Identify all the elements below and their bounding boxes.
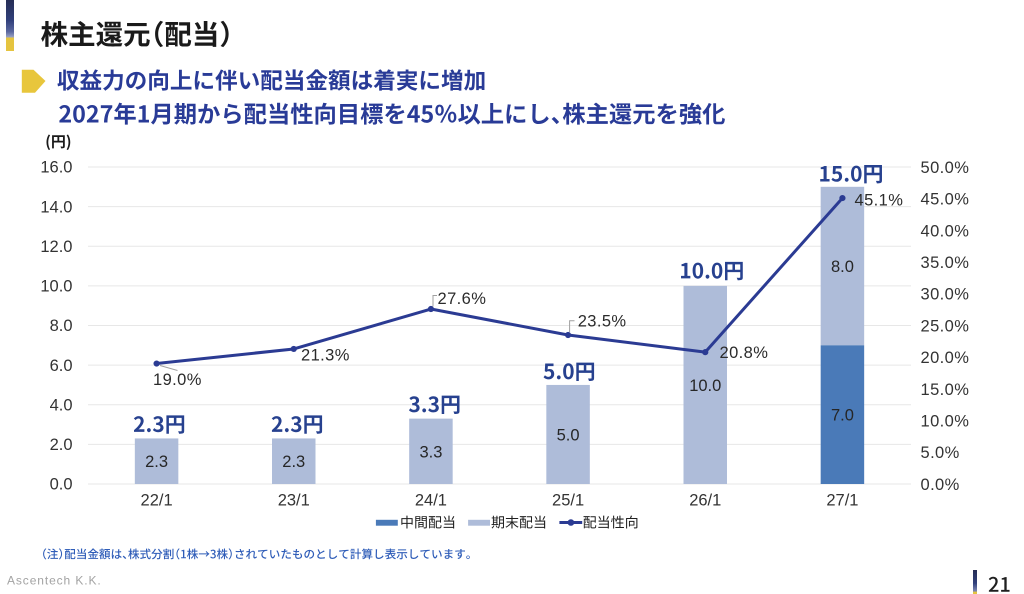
svg-text:24/1: 24/1 <box>415 491 447 509</box>
svg-text:7.0: 7.0 <box>831 407 854 425</box>
svg-text:23/1: 23/1 <box>278 491 310 509</box>
svg-text:26/1: 26/1 <box>689 491 721 509</box>
svg-text:25.0%: 25.0% <box>921 317 970 335</box>
svg-text:16.0: 16.0 <box>40 159 72 177</box>
svg-text:12.0: 12.0 <box>40 238 72 256</box>
svg-text:2.3: 2.3 <box>282 453 305 471</box>
svg-text:0.0%: 0.0% <box>921 476 960 494</box>
svg-text:15.0%: 15.0% <box>921 381 970 399</box>
svg-text:5.0%: 5.0% <box>921 444 960 462</box>
svg-text:40.0%: 40.0% <box>921 222 970 240</box>
svg-text:2.3: 2.3 <box>145 453 168 471</box>
svg-text:6.0: 6.0 <box>50 357 73 375</box>
svg-text:3.3: 3.3 <box>419 443 442 461</box>
svg-text:4.0: 4.0 <box>50 396 73 414</box>
svg-text:35.0%: 35.0% <box>921 254 970 272</box>
svg-text:2.0: 2.0 <box>50 436 73 454</box>
svg-text:45.0%: 45.0% <box>921 191 970 209</box>
svg-text:27.6%: 27.6% <box>438 290 487 308</box>
svg-text:50.0%: 50.0% <box>921 159 970 177</box>
svg-text:20.8%: 20.8% <box>720 344 769 362</box>
svg-text:20.0%: 20.0% <box>921 349 970 367</box>
svg-text:Ascentech K.K.: Ascentech K.K. <box>7 574 102 588</box>
svg-text:23.5%: 23.5% <box>578 313 627 331</box>
svg-text:10.0: 10.0 <box>40 278 72 296</box>
svg-text:30.0%: 30.0% <box>921 286 970 304</box>
svg-text:19.0%: 19.0% <box>153 371 202 389</box>
svg-text:21.3%: 21.3% <box>301 347 350 365</box>
svg-text:10.0%: 10.0% <box>921 413 970 431</box>
svg-text:27/1: 27/1 <box>826 491 858 509</box>
svg-text:10.0: 10.0 <box>689 377 721 395</box>
svg-text:5.0: 5.0 <box>557 426 580 444</box>
svg-text:14.0: 14.0 <box>40 198 72 216</box>
svg-text:0.0: 0.0 <box>50 476 73 494</box>
svg-text:45.1%: 45.1% <box>855 192 904 210</box>
svg-text:22/1: 22/1 <box>141 491 173 509</box>
svg-text:8.0: 8.0 <box>831 258 854 276</box>
svg-text:25/1: 25/1 <box>552 491 584 509</box>
svg-text:8.0: 8.0 <box>50 317 73 335</box>
